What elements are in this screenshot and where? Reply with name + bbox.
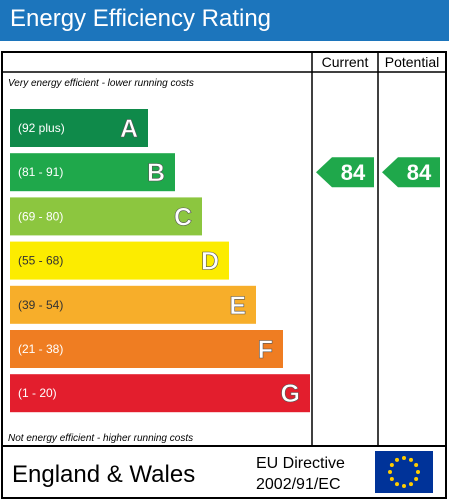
- current-rating-arrow: 84: [316, 157, 374, 188]
- eu-star-icon: [409, 457, 413, 462]
- current-column-header: Current: [322, 54, 369, 70]
- potential-column-header: Potential: [385, 54, 439, 70]
- band-a: (92 plus) A: [10, 109, 148, 147]
- band-b-range: (81 - 91): [18, 165, 63, 179]
- band-f: (21 - 38) F: [10, 330, 283, 368]
- title-bar: Energy Efficiency Rating: [0, 0, 449, 41]
- eu-star-icon: [409, 482, 413, 487]
- eu-star-icon: [414, 477, 419, 481]
- current-rating-value: 84: [341, 160, 366, 185]
- page-title: Energy Efficiency Rating: [10, 5, 272, 32]
- band-c-letter: C: [174, 203, 192, 231]
- band-d: (55 - 68) D: [10, 241, 229, 280]
- band-d-range: (55 - 68): [18, 254, 63, 268]
- eu-star-icon: [388, 470, 392, 474]
- band-c: (69 - 80) C: [10, 197, 202, 236]
- band-e-bar: [10, 285, 256, 324]
- eu-star-icon: [402, 484, 406, 488]
- band-a-range: (92 plus): [18, 121, 65, 135]
- band-e-letter: E: [229, 292, 246, 320]
- eu-star-icon: [395, 457, 399, 462]
- chart-frame: [1, 51, 447, 499]
- band-a-letter: A: [120, 115, 138, 143]
- band-d-letter: D: [201, 248, 219, 276]
- band-c-bar: [10, 197, 202, 236]
- band-g-bar: [10, 374, 310, 413]
- band-f-letter: F: [258, 336, 273, 364]
- band-d-bar: [10, 241, 229, 280]
- band-f-range: (21 - 38): [18, 342, 63, 356]
- eu-flag-icon: [375, 451, 433, 493]
- potential-rating-arrow: 84: [382, 157, 440, 188]
- bottom-note: Not energy efficient - higher running co…: [8, 433, 193, 444]
- band-a-bar: [10, 109, 148, 147]
- eu-star-icon: [416, 470, 420, 474]
- band-b-bar: [10, 153, 175, 192]
- band-c-range: (69 - 80): [18, 209, 63, 223]
- band-g-range: (1 - 20): [18, 386, 57, 400]
- potential-rating-value: 84: [407, 160, 432, 185]
- band-g-letter: G: [281, 380, 300, 408]
- eu-star-icon: [414, 463, 419, 467]
- directive-line-2: 2002/91/EC: [256, 476, 341, 493]
- band-f-bar: [10, 330, 283, 368]
- eu-star-icon: [389, 477, 394, 481]
- band-g: (1 - 20) G: [10, 374, 310, 413]
- directive-line-1: EU Directive: [256, 455, 345, 472]
- eu-star-icon: [395, 482, 399, 487]
- band-e-range: (39 - 54): [18, 298, 63, 312]
- potential-rating-arrow-shape: [382, 157, 440, 188]
- rating-bands: (92 plus) A (81 - 91) B (69 - 80) C (55 - 68) D…: [10, 109, 310, 413]
- rating-arrows: 84 84: [316, 157, 440, 188]
- eu-star-icon: [389, 463, 394, 467]
- band-e: (39 - 54) E: [10, 285, 256, 324]
- energy-rating-chart: Current Potential Very energy efficient …: [1, 51, 447, 499]
- band-b: (81 - 91) B: [10, 153, 175, 192]
- top-note: Very energy efficient - lower running co…: [8, 78, 194, 89]
- band-b-letter: B: [147, 159, 165, 187]
- current-rating-arrow-shape: [316, 157, 374, 188]
- region-label: England & Wales: [12, 461, 195, 488]
- eu-star-icon: [402, 456, 406, 460]
